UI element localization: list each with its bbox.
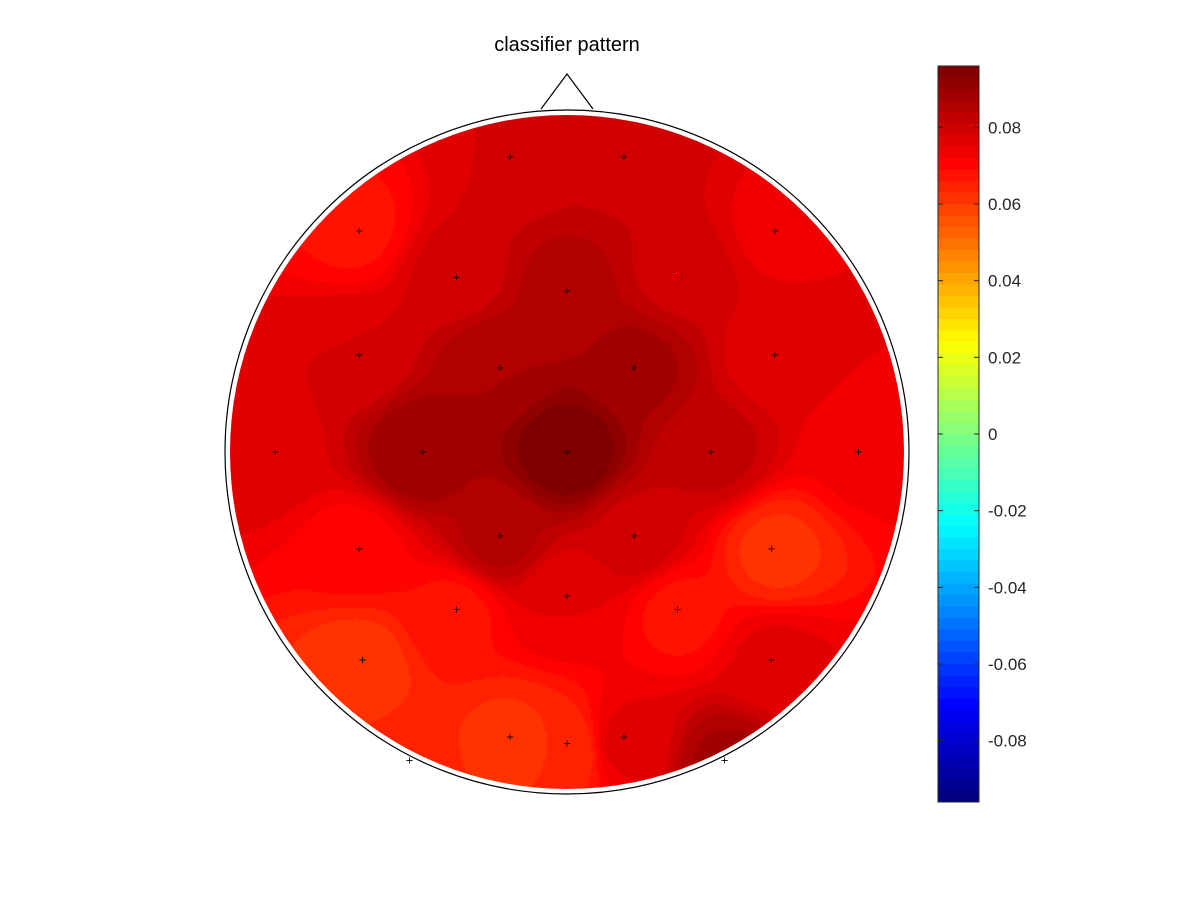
colorbar bbox=[938, 66, 979, 802]
colorbar-tick-label: 0.06 bbox=[988, 195, 1021, 214]
electrode-marker: + bbox=[563, 739, 571, 750]
electrode-marker: + bbox=[271, 447, 279, 458]
electrode-marker: + bbox=[620, 732, 628, 743]
electrode-marker: + bbox=[563, 447, 571, 458]
colorbar-tick-label: 0.04 bbox=[988, 272, 1021, 291]
electrode-marker: + bbox=[355, 544, 363, 555]
electrode-layer: + + + + + + + + + + + + + + + + + + + + + + + + + + + + + + bbox=[271, 152, 863, 766]
colorbar-tick-label: 0.08 bbox=[988, 118, 1021, 137]
electrode-marker: + bbox=[673, 273, 681, 284]
electrode-marker: + bbox=[854, 447, 862, 458]
colorbar-tick-label: -0.02 bbox=[988, 502, 1027, 521]
colorbar-tick-label: 0.02 bbox=[988, 348, 1021, 367]
electrode-marker: + bbox=[506, 152, 514, 163]
electrode-marker: + bbox=[355, 226, 363, 237]
colorbar-tick-label: -0.06 bbox=[988, 655, 1027, 674]
electrode-marker: + bbox=[707, 447, 715, 458]
electrode-marker: + bbox=[496, 363, 504, 374]
electrode-marker: + bbox=[452, 605, 460, 616]
electrode-marker: + bbox=[771, 226, 779, 237]
electrode-marker: + bbox=[355, 350, 363, 361]
electrode-marker: + bbox=[630, 363, 638, 374]
colorbar-ticks: 0.08 0.06 0.04 0.02 0 -0.02 -0.04 -0.06 -0.08 bbox=[938, 118, 1027, 751]
electrode-marker: + bbox=[496, 531, 504, 542]
electrode-marker: + bbox=[620, 152, 628, 163]
electrode-marker: + bbox=[563, 591, 571, 602]
electrode-marker: + bbox=[452, 273, 460, 284]
nose-shape bbox=[540, 72, 594, 110]
colorbar-tick-label: -0.04 bbox=[988, 578, 1027, 597]
electrode-marker: + bbox=[771, 350, 779, 361]
electrode-marker: + bbox=[720, 755, 728, 766]
electrode-marker: + bbox=[358, 655, 366, 666]
electrode-marker: + bbox=[506, 732, 514, 743]
electrode-marker: + bbox=[767, 544, 775, 555]
electrode-marker: + bbox=[563, 286, 571, 297]
head-outline bbox=[224, 109, 910, 795]
electrode-marker: + bbox=[419, 447, 427, 458]
electrode-marker: + bbox=[767, 655, 775, 666]
colorbar-tick-label: 0 bbox=[988, 425, 997, 444]
colorbar-tick-label: -0.08 bbox=[988, 732, 1027, 751]
plot-title: classifier pattern bbox=[494, 34, 640, 56]
topography-map bbox=[230, 115, 904, 789]
electrode-marker: + bbox=[673, 605, 681, 616]
electrode-marker: + bbox=[630, 531, 638, 542]
electrode-marker: + bbox=[405, 755, 413, 766]
